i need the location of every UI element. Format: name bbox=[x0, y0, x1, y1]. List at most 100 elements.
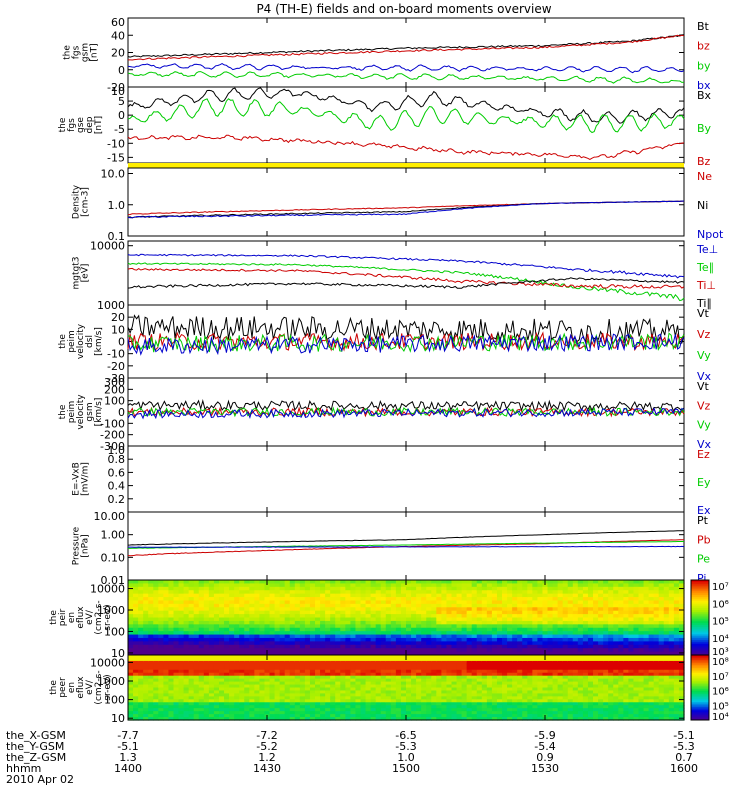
heatmap-cell bbox=[148, 580, 154, 584]
heatmap-cell bbox=[462, 631, 468, 635]
heatmap-cell bbox=[229, 624, 235, 628]
heatmap-cell bbox=[219, 607, 225, 611]
heatmap-cell bbox=[264, 638, 270, 642]
heatmap-cell bbox=[416, 583, 422, 587]
heatmap-cell bbox=[411, 621, 417, 625]
heatmap-cell bbox=[654, 583, 660, 587]
heatmap-cell bbox=[249, 590, 255, 594]
heatmap-cell bbox=[295, 580, 301, 584]
heatmap-cell bbox=[179, 618, 185, 622]
heatmap-cell bbox=[669, 604, 675, 608]
heatmap-cell bbox=[633, 583, 639, 587]
heatmap-cell bbox=[310, 611, 316, 615]
heatmap-cell bbox=[497, 590, 503, 594]
heatmap-cell bbox=[224, 590, 230, 594]
heatmap-cell bbox=[659, 604, 665, 608]
heatmap-cell bbox=[290, 628, 296, 632]
heatmap-cell bbox=[659, 648, 665, 652]
heatmap-cell bbox=[507, 641, 513, 645]
heatmap-cell bbox=[239, 590, 245, 594]
heatmap-cell bbox=[300, 614, 306, 618]
heatmap-cell bbox=[431, 583, 437, 587]
heatmap-cell bbox=[259, 594, 265, 598]
heatmap-cell bbox=[553, 594, 559, 598]
heatmap-cell bbox=[654, 604, 660, 608]
heatmap-cell bbox=[315, 624, 321, 628]
heatmap-cell bbox=[138, 645, 144, 649]
heatmap-cell bbox=[548, 583, 554, 587]
heatmap-cell bbox=[209, 614, 215, 618]
heatmap-cell bbox=[436, 607, 442, 611]
heatmap-cell bbox=[507, 631, 513, 635]
heatmap-cell bbox=[244, 583, 250, 587]
heatmap-cell bbox=[355, 638, 361, 642]
y-tick-label: 1.0 bbox=[108, 199, 126, 212]
heatmap-cell bbox=[669, 590, 675, 594]
heatmap-cell bbox=[644, 600, 650, 604]
heatmap-cell bbox=[623, 611, 629, 615]
heatmap-cell bbox=[654, 624, 660, 628]
heatmap-cell bbox=[350, 631, 356, 635]
heatmap-cell bbox=[320, 621, 326, 625]
heatmap-cell bbox=[654, 587, 660, 591]
heatmap-cell bbox=[234, 607, 240, 611]
heatmap-cell bbox=[194, 587, 200, 591]
heatmap-cell bbox=[128, 580, 134, 584]
heatmap-cell bbox=[386, 621, 392, 625]
heatmap-cell bbox=[537, 614, 543, 618]
heatmap-cell bbox=[542, 621, 548, 625]
heatmap-cell bbox=[411, 594, 417, 598]
heatmap-cell bbox=[472, 645, 478, 649]
heatmap-cell bbox=[532, 594, 538, 598]
heatmap-cell bbox=[426, 631, 432, 635]
heatmap-cell bbox=[270, 590, 276, 594]
heatmap-cell bbox=[325, 607, 331, 611]
heatmap-cell bbox=[371, 621, 377, 625]
heatmap-cell bbox=[280, 631, 286, 635]
heatmap-cell bbox=[436, 648, 442, 652]
heatmap-cell bbox=[411, 631, 417, 635]
heatmap-cell bbox=[158, 631, 164, 635]
heatmap-cell bbox=[300, 600, 306, 604]
heatmap-cell bbox=[512, 590, 518, 594]
heatmap-cell bbox=[527, 600, 533, 604]
heatmap-cell bbox=[168, 631, 174, 635]
heatmap-cell bbox=[563, 618, 569, 622]
heatmap-cell bbox=[173, 624, 179, 628]
heatmap-cell bbox=[446, 631, 452, 635]
heatmap-cell bbox=[558, 648, 564, 652]
heatmap-cell bbox=[219, 641, 225, 645]
heatmap-cell bbox=[355, 607, 361, 611]
heatmap-cell bbox=[138, 607, 144, 611]
heatmap-cell bbox=[133, 638, 139, 642]
heatmap-cell bbox=[654, 631, 660, 635]
heatmap-cell bbox=[184, 628, 190, 632]
heatmap-cell bbox=[512, 604, 518, 608]
heatmap-cell bbox=[401, 607, 407, 611]
heatmap-cell bbox=[598, 594, 604, 598]
heatmap-cell bbox=[537, 594, 543, 598]
heatmap-cell bbox=[275, 624, 281, 628]
heatmap-cell bbox=[502, 638, 508, 642]
y-tick-label: -15 bbox=[107, 151, 125, 164]
heatmap-cell bbox=[411, 583, 417, 587]
heatmap-cell bbox=[618, 621, 624, 625]
heatmap-cell bbox=[350, 611, 356, 615]
heatmap-cell bbox=[421, 594, 427, 598]
heatmap-cell bbox=[507, 628, 513, 632]
colorbar-tick-label: 10⁴ bbox=[712, 634, 729, 645]
heatmap-cell bbox=[381, 587, 387, 591]
heatmap-cell bbox=[411, 590, 417, 594]
heatmap-cell bbox=[618, 580, 624, 584]
heatmap-cell bbox=[138, 604, 144, 608]
heatmap-cell bbox=[300, 628, 306, 632]
heatmap-cells bbox=[128, 580, 685, 656]
heatmap-cell bbox=[477, 648, 483, 652]
heatmap-cell bbox=[532, 638, 538, 642]
heatmap-cell bbox=[639, 590, 645, 594]
heatmap-cell bbox=[391, 624, 397, 628]
heatmap-cell bbox=[396, 611, 402, 615]
heatmap-cell bbox=[204, 624, 210, 628]
heatmap-cell bbox=[542, 624, 548, 628]
